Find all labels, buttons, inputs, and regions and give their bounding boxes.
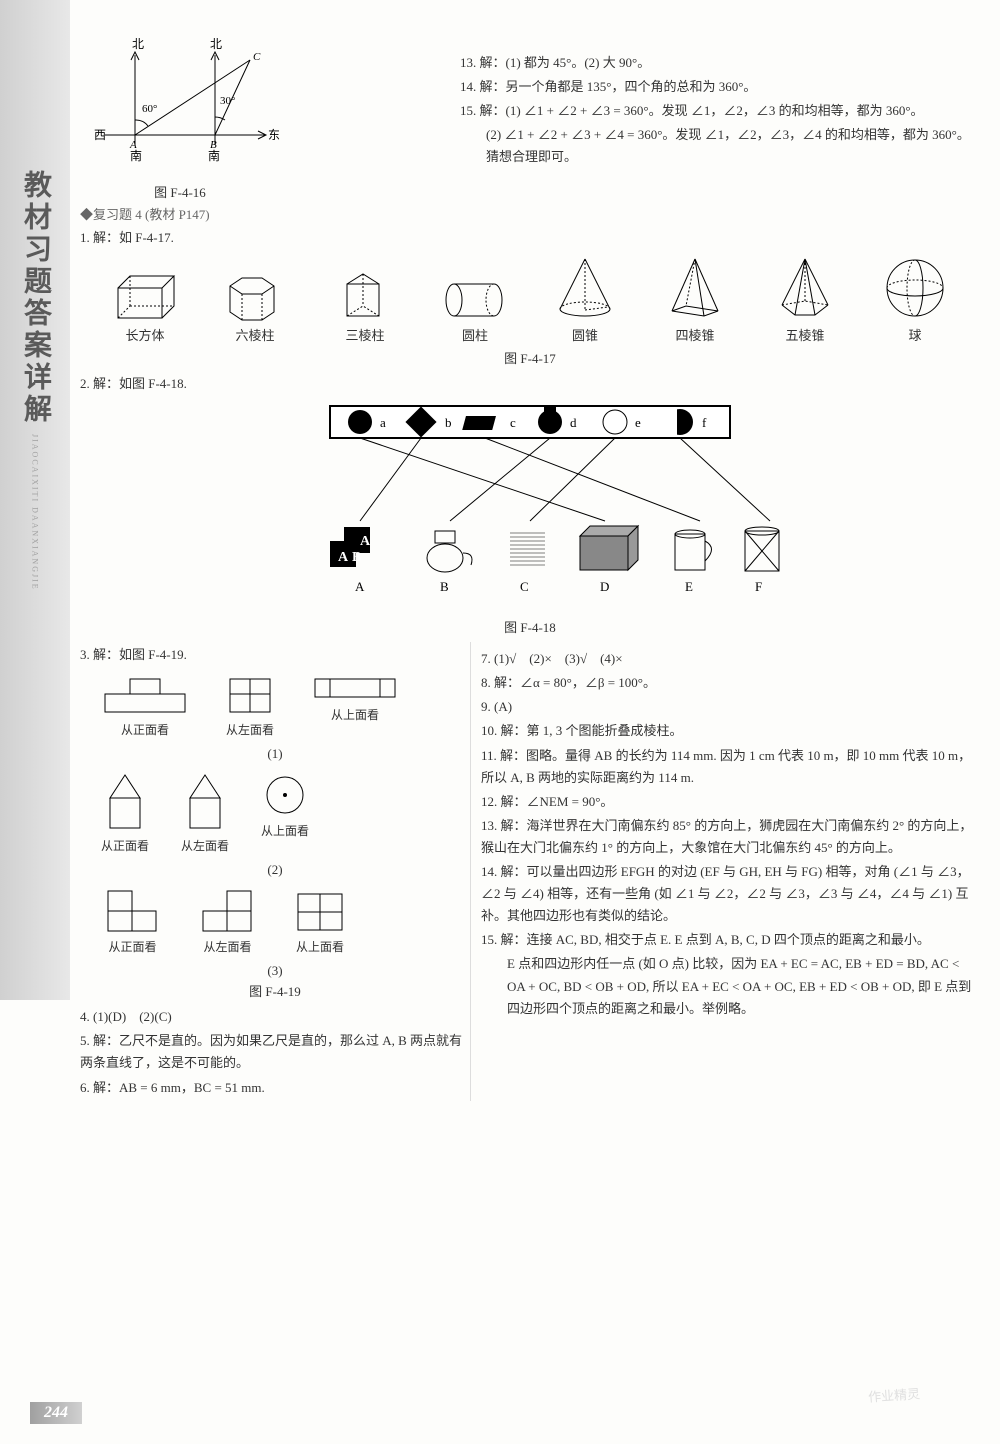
- top-right-solutions: 13. 解：(1) 都为 45°。(2) 大 90°。 14. 解：另一个角都是…: [280, 30, 980, 170]
- lower-columns: 3. 解：如图 F-4-19. 从正面看 从左面看 从上面看 (1) 从正面看 …: [80, 642, 980, 1100]
- left-column: 3. 解：如图 F-4-19. 从正面看 从左面看 从上面看 (1) 从正面看 …: [80, 642, 470, 1100]
- svg-text:F: F: [755, 579, 762, 594]
- group-2-label: (2): [80, 862, 470, 878]
- q5: 5. 解：乙尺不是直的。因为如果乙尺是直的，那么过 A, B 两点就有两条直线了…: [80, 1030, 470, 1074]
- page-number: 244: [30, 1402, 82, 1424]
- shape-hexprism: 六棱柱: [210, 268, 300, 344]
- svg-text:A: A: [355, 579, 365, 594]
- shape-cuboid: 长方体: [100, 268, 190, 344]
- svg-text:a: a: [380, 415, 386, 430]
- shape-sqpyr: 四棱锥: [650, 253, 740, 344]
- view-group-1: 从正面看 从左面看 从上面看: [80, 674, 470, 738]
- svg-text:E: E: [685, 579, 693, 594]
- svg-text:d: d: [570, 415, 577, 430]
- fig-caption: 图 F-4-16: [80, 182, 280, 201]
- q15b: E 点和四边形内任一点 (如 O 点) 比较，因为 EA + EC = AC, …: [481, 953, 980, 1019]
- svg-text:东: 东: [268, 128, 280, 142]
- svg-text:A: A: [338, 550, 349, 565]
- svg-text:C: C: [253, 51, 261, 63]
- page-content: 北 北 西 东 南 南 A B C 60° 30° 图 F-4-16 13. 解…: [80, 30, 980, 1101]
- group-1-label: (1): [80, 746, 470, 762]
- shape-cylinder: 圆柱: [430, 278, 520, 344]
- view-group-3: 从正面看 从左面看 从上面看: [80, 886, 470, 955]
- svg-text:北: 北: [132, 37, 144, 51]
- svg-text:c: c: [510, 415, 516, 430]
- svg-text:30°: 30°: [220, 95, 235, 107]
- svg-text:B: B: [440, 579, 449, 594]
- review-header: ◆复习题 4 (教材 P147): [80, 204, 980, 223]
- shapes-gallery: 长方体 六棱柱 三棱柱: [90, 253, 970, 344]
- svg-text:f: f: [702, 415, 707, 430]
- svg-text:A: A: [129, 139, 137, 151]
- fig-17-caption: 图 F-4-17: [80, 348, 980, 367]
- fig-18-caption: 图 F-4-18: [270, 617, 790, 636]
- q13: 13. 解：(1) 都为 45°。(2) 大 90°。: [460, 52, 980, 74]
- watermark: 作业精灵: [867, 1383, 920, 1406]
- sidebar-title-py: JIAOCAIXITI DAANXIANGJIE: [31, 434, 40, 591]
- svg-text:D: D: [600, 579, 609, 594]
- fig-19-caption: 图 F-4-19: [80, 981, 470, 1000]
- svg-text:西: 西: [94, 128, 106, 142]
- right-column: 7. (1)√ (2)× (3)√ (4)× 8. 解：∠α = 80°，∠β …: [470, 642, 980, 1100]
- svg-text:A: A: [360, 534, 371, 549]
- svg-text:北: 北: [210, 37, 222, 51]
- q14: 14. 解：另一个角都是 135°，四个角的总和为 360°。: [460, 76, 980, 98]
- svg-text:e: e: [635, 415, 641, 430]
- left-sidebar: 教材习题答案详解 JIAOCAIXITI DAANXIANGJIE: [0, 0, 70, 1000]
- shape-triprism: 三棱柱: [320, 268, 410, 344]
- matching-diagram: a b c d e f B: [270, 401, 790, 636]
- shape-sphere: 球: [870, 253, 960, 344]
- direction-figure: 北 北 西 东 南 南 A B C 60° 30° 图 F-4-16: [80, 30, 280, 200]
- shape-cone: 圆锥: [540, 253, 630, 344]
- q3-text: 3. 解：如图 F-4-19.: [80, 644, 470, 666]
- q4: 4. (1)(D) (2)(C): [80, 1006, 470, 1028]
- q2-text: 2. 解：如图 F-4-18.: [80, 373, 980, 395]
- q7: 7. (1)√ (2)× (3)√ (4)×: [481, 648, 980, 670]
- q8: 8. 解：∠α = 80°，∠β = 100°。: [481, 672, 980, 694]
- q1-text: 1. 解：如 F-4-17.: [80, 227, 980, 249]
- svg-text:60°: 60°: [142, 103, 157, 115]
- view-group-2: 从正面看 从左面看 从上面看: [80, 770, 470, 854]
- sidebar-title-cn: 教材习题答案详解: [15, 170, 55, 426]
- q11: 11. 解：图略。量得 AB 的长约为 114 mm. 因为 1 cm 代表 1…: [481, 745, 980, 789]
- q13r: 13. 解：海洋世界在大门南偏东约 85° 的方向上，狮虎园在大门南偏东约 2°…: [481, 815, 980, 859]
- shape-pentpyr: 五棱锥: [760, 253, 850, 344]
- group-3-label: (3): [80, 963, 470, 979]
- q12: 12. 解：∠NEM = 90°。: [481, 791, 980, 813]
- svg-text:B: B: [210, 139, 217, 151]
- top-row: 北 北 西 东 南 南 A B C 60° 30° 图 F-4-16 13. 解…: [80, 30, 980, 200]
- q15-2: (2) ∠1 + ∠2 + ∠3 + ∠4 = 360°。发现 ∠1，∠2，∠3…: [460, 124, 980, 168]
- q10: 10. 解：第 1, 3 个图能折叠成棱柱。: [481, 720, 980, 742]
- q15-1: 15. 解：(1) ∠1 + ∠2 + ∠3 = 360°。发现 ∠1，∠2，∠…: [460, 100, 980, 122]
- q9: 9. (A): [481, 696, 980, 718]
- svg-text:b: b: [445, 415, 452, 430]
- svg-text:B: B: [352, 550, 361, 565]
- svg-text:C: C: [520, 579, 529, 594]
- q14r: 14. 解：可以量出四边形 EFGH 的对边 (EF 与 GH, EH 与 FG…: [481, 861, 980, 927]
- q15a: 15. 解：连接 AC, BD, 相交于点 E. E 点到 A, B, C, D…: [481, 929, 980, 951]
- q6: 6. 解：AB = 6 mm，BC = 51 mm.: [80, 1077, 470, 1099]
